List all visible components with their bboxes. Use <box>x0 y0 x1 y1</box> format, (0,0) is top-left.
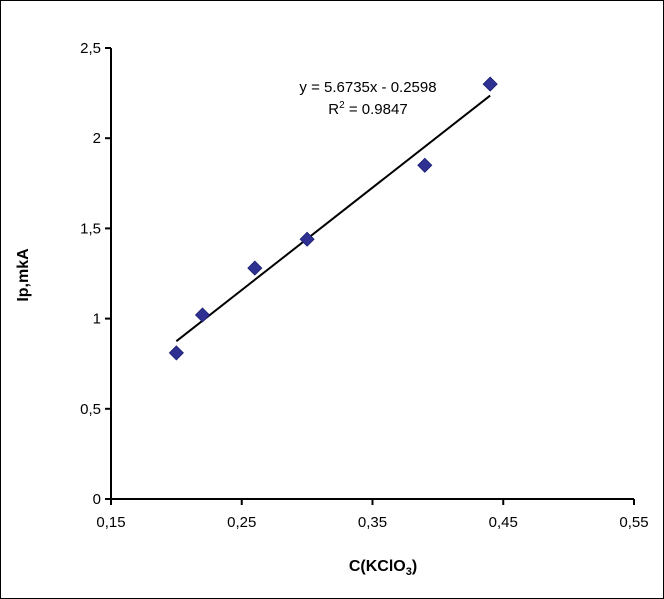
x-tick-label: 0,45 <box>489 514 518 531</box>
data-point <box>194 307 211 323</box>
y-tick-label: 0,5 <box>80 401 101 418</box>
x-tick-label: 0,25 <box>227 514 256 531</box>
data-point <box>168 345 184 361</box>
data-point <box>247 260 263 276</box>
x-axis-title: C(KClO3) <box>349 558 417 578</box>
data-point <box>299 231 315 247</box>
data-point <box>417 157 433 173</box>
trendline-equation: y = 5.6735x - 0.2598 <box>299 79 436 96</box>
y-tick-label: 1 <box>93 311 101 328</box>
x-tick-label: 0,35 <box>358 514 387 531</box>
data-points <box>168 76 498 361</box>
x-tick-label: 0,15 <box>96 514 125 531</box>
x-axis-title-subscript: 3 <box>406 566 412 578</box>
y-tick-label: 1,5 <box>80 220 101 237</box>
y-tick-label: 2,5 <box>80 40 101 57</box>
r-squared-label: R2 = 0.9847 <box>328 100 407 118</box>
r-squared-superscript: 2 <box>339 100 345 111</box>
y-tick-label: 2 <box>93 130 101 147</box>
r-squared-value: = 0.9847 <box>345 101 408 118</box>
y-axis-ticks: 0 0,5 1 1,5 2 2,5 <box>80 40 111 508</box>
x-axis-title-close: ) <box>412 558 417 575</box>
x-tick-label: 0,55 <box>619 514 648 531</box>
y-axis-title: Ip,mkA <box>15 248 32 302</box>
trendline-group <box>175 94 491 342</box>
r-squared-prefix: R <box>328 101 339 118</box>
x-axis-title-main: C(KClO <box>349 558 406 575</box>
data-point <box>482 76 498 92</box>
y-tick-label: 0 <box>93 491 101 508</box>
linear-trendline <box>175 94 491 342</box>
x-axis-ticks: 0,15 0,25 0,35 0,45 0,55 <box>96 499 649 531</box>
